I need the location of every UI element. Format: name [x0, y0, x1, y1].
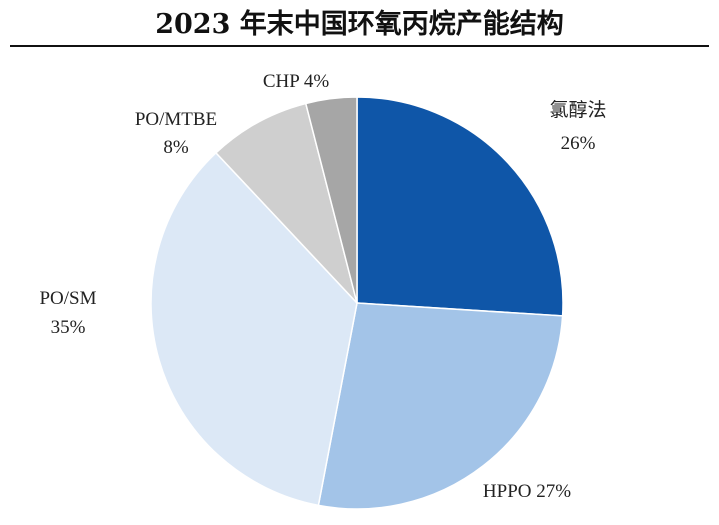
- slice-label-po-mtbe: PO/MTBE: [135, 109, 217, 130]
- slice-value-po-mtbe: 8%: [163, 137, 189, 158]
- pie-slice-po-sm: [150, 151, 358, 507]
- chart-title: 2023 年末中国环氧丙烷产能结构: [155, 8, 564, 40]
- slice-label-chp: CHP 4%: [263, 71, 330, 92]
- slice-label-hppo: HPPO 27%: [483, 481, 571, 502]
- pie-slice-chlorohydrin: [356, 96, 564, 317]
- pie-slices: [150, 96, 564, 510]
- pie-slice-po-mtbe: [214, 102, 358, 304]
- slice-value-po-sm: 35%: [51, 317, 86, 338]
- pie-slice-hppo: [317, 302, 564, 510]
- slice-label-po-sm: PO/SM: [39, 288, 96, 309]
- slice-value-chlorohydrin: 26%: [561, 133, 596, 154]
- slice-label-chlorohydrin: 氯醇法: [549, 99, 606, 121]
- pie-slice-chp: [304, 96, 358, 304]
